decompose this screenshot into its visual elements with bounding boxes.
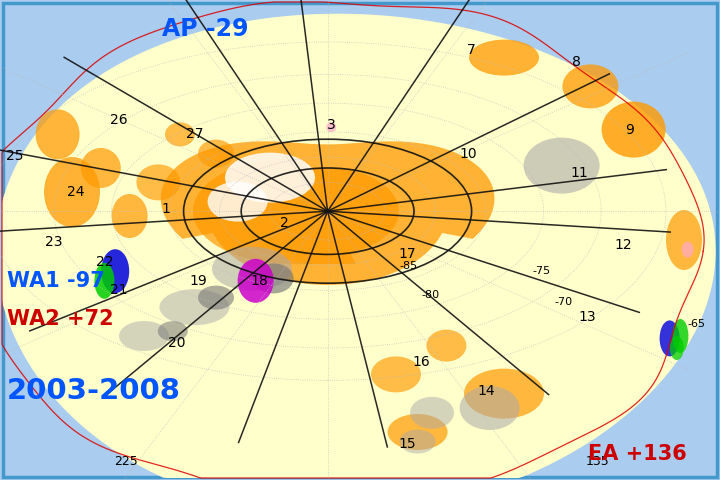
Text: -70: -70 bbox=[554, 298, 572, 307]
Text: 21: 21 bbox=[110, 283, 127, 298]
Ellipse shape bbox=[660, 321, 680, 356]
Ellipse shape bbox=[464, 369, 544, 419]
Text: 18: 18 bbox=[251, 274, 268, 288]
FancyBboxPatch shape bbox=[3, 3, 717, 477]
Text: 2: 2 bbox=[280, 216, 289, 230]
Text: 19: 19 bbox=[189, 274, 207, 288]
Ellipse shape bbox=[112, 194, 148, 238]
Ellipse shape bbox=[459, 386, 520, 430]
Text: WA2 +72: WA2 +72 bbox=[7, 309, 114, 329]
Text: 27: 27 bbox=[186, 127, 203, 142]
Ellipse shape bbox=[212, 247, 292, 291]
Ellipse shape bbox=[400, 430, 436, 454]
Text: 20: 20 bbox=[168, 336, 185, 350]
Ellipse shape bbox=[410, 397, 454, 429]
Text: 25: 25 bbox=[6, 149, 23, 163]
Ellipse shape bbox=[225, 153, 315, 203]
Text: EA +136: EA +136 bbox=[588, 444, 687, 464]
Ellipse shape bbox=[371, 356, 421, 393]
Ellipse shape bbox=[94, 263, 114, 299]
Ellipse shape bbox=[253, 264, 294, 293]
Text: 16: 16 bbox=[413, 355, 430, 370]
Ellipse shape bbox=[35, 109, 80, 159]
Text: 13: 13 bbox=[578, 310, 595, 324]
Text: 135: 135 bbox=[586, 455, 609, 468]
Polygon shape bbox=[161, 141, 495, 285]
Ellipse shape bbox=[682, 241, 693, 258]
Text: 3: 3 bbox=[327, 118, 336, 132]
Ellipse shape bbox=[81, 148, 121, 188]
Text: AP -29: AP -29 bbox=[162, 17, 248, 41]
Ellipse shape bbox=[602, 102, 665, 157]
Ellipse shape bbox=[326, 122, 336, 132]
Text: WA1 -97: WA1 -97 bbox=[7, 271, 105, 291]
Ellipse shape bbox=[426, 330, 467, 361]
Ellipse shape bbox=[158, 321, 188, 341]
Ellipse shape bbox=[672, 319, 688, 353]
Text: 10: 10 bbox=[459, 146, 477, 161]
Ellipse shape bbox=[207, 181, 268, 222]
Text: 9: 9 bbox=[626, 122, 634, 137]
Text: 2003-2008: 2003-2008 bbox=[7, 377, 181, 405]
Ellipse shape bbox=[469, 40, 539, 76]
Ellipse shape bbox=[670, 336, 684, 360]
Ellipse shape bbox=[44, 157, 100, 227]
Ellipse shape bbox=[198, 140, 234, 168]
Text: 225: 225 bbox=[114, 455, 138, 468]
Ellipse shape bbox=[102, 249, 129, 293]
Text: 22: 22 bbox=[96, 254, 113, 269]
Text: 15: 15 bbox=[398, 437, 415, 451]
Ellipse shape bbox=[238, 259, 274, 303]
Ellipse shape bbox=[562, 64, 618, 108]
Polygon shape bbox=[193, 158, 399, 264]
Text: 26: 26 bbox=[110, 113, 127, 127]
Ellipse shape bbox=[523, 138, 600, 193]
Text: -80: -80 bbox=[421, 290, 439, 300]
Text: 24: 24 bbox=[67, 185, 84, 199]
Polygon shape bbox=[2, 14, 716, 478]
Text: -85: -85 bbox=[400, 262, 418, 271]
Text: 11: 11 bbox=[571, 166, 588, 180]
Ellipse shape bbox=[387, 414, 448, 450]
Ellipse shape bbox=[119, 321, 169, 351]
Text: 7: 7 bbox=[467, 43, 476, 58]
Text: 23: 23 bbox=[45, 235, 63, 250]
Ellipse shape bbox=[666, 210, 702, 270]
Text: 1: 1 bbox=[161, 202, 170, 216]
Ellipse shape bbox=[165, 122, 195, 146]
Ellipse shape bbox=[136, 164, 181, 201]
Text: -75: -75 bbox=[533, 266, 551, 276]
Text: -65: -65 bbox=[688, 319, 706, 329]
Text: 17: 17 bbox=[398, 247, 415, 262]
Text: 14: 14 bbox=[477, 384, 495, 398]
Text: 8: 8 bbox=[572, 55, 580, 70]
Ellipse shape bbox=[159, 289, 230, 325]
Text: 12: 12 bbox=[614, 238, 631, 252]
Ellipse shape bbox=[198, 286, 234, 310]
